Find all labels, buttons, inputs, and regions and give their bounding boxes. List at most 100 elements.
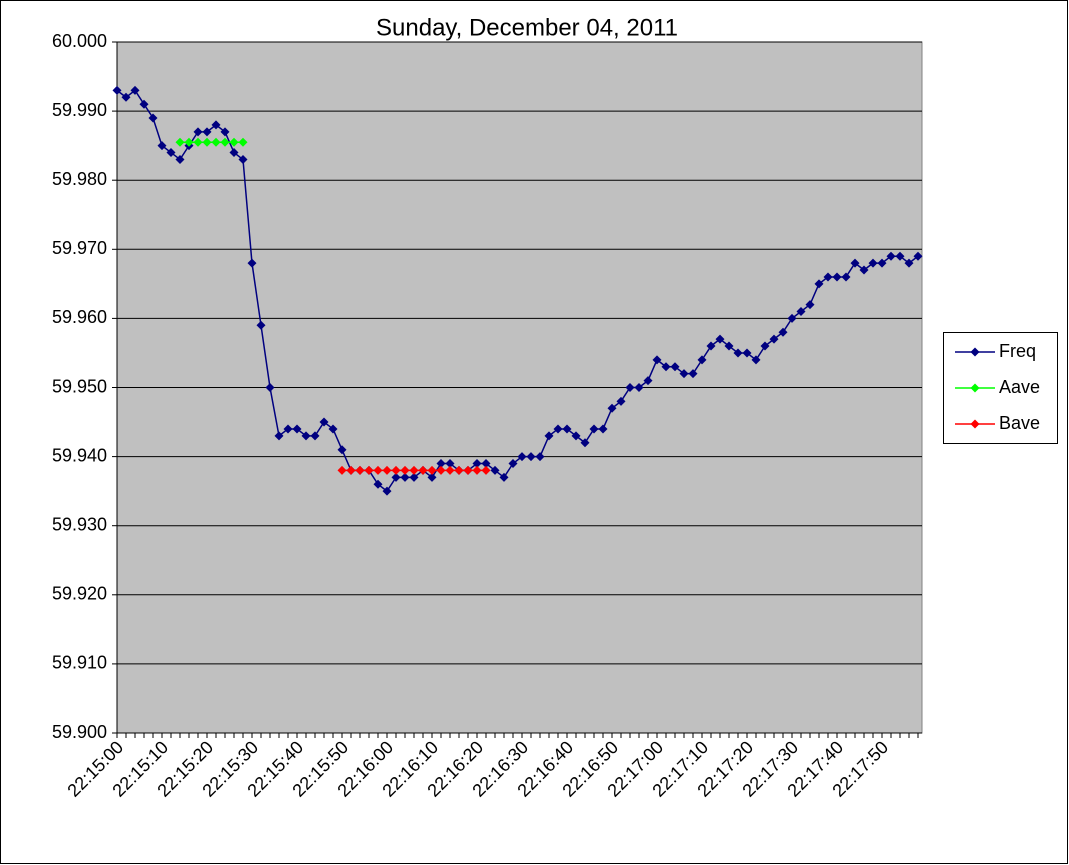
data-point	[256, 320, 266, 330]
data-point	[787, 313, 797, 323]
y-tick-label: 59.970	[52, 238, 107, 258]
data-point	[598, 424, 608, 434]
data-point	[814, 279, 824, 289]
legend-marker	[970, 383, 980, 393]
data-point	[625, 383, 635, 392]
data-point	[562, 424, 572, 434]
data-point	[652, 355, 662, 365]
legend-marker	[970, 347, 980, 357]
data-point	[400, 465, 410, 475]
data-point	[265, 383, 275, 392]
data-point	[247, 258, 257, 268]
data-point	[130, 85, 140, 95]
data-point	[724, 341, 734, 351]
data-point	[436, 465, 446, 475]
y-tick-label: 59.950	[52, 376, 107, 396]
data-point	[850, 258, 860, 268]
data-point	[688, 369, 698, 379]
data-point	[211, 137, 221, 147]
data-point	[301, 431, 311, 441]
data-point	[337, 445, 347, 455]
data-point	[202, 127, 212, 137]
data-point	[661, 362, 671, 372]
data-point	[877, 258, 887, 268]
y-tick-label: 59.980	[52, 169, 107, 189]
y-tick-label: 59.920	[52, 584, 107, 604]
data-point	[373, 465, 383, 475]
legend-marker	[970, 419, 980, 429]
data-point	[544, 431, 554, 441]
data-point	[418, 465, 428, 475]
data-point	[193, 137, 203, 147]
data-point	[679, 369, 689, 379]
data-point	[859, 265, 869, 275]
data-point	[148, 113, 158, 123]
data-point	[868, 258, 878, 268]
legend-label: Bave	[999, 413, 1040, 433]
data-point	[373, 479, 383, 489]
data-point	[607, 403, 617, 413]
data-point	[616, 396, 626, 406]
data-point	[472, 465, 482, 475]
data-point	[229, 137, 239, 147]
data-point	[499, 472, 509, 482]
data-point	[643, 376, 653, 386]
data-point	[139, 99, 149, 109]
y-tick-label: 59.990	[52, 100, 107, 120]
data-point	[526, 452, 536, 462]
data-point	[472, 459, 482, 469]
data-point	[337, 465, 347, 475]
data-point	[751, 355, 761, 365]
data-point	[409, 465, 419, 475]
data-point	[364, 465, 374, 475]
data-point	[895, 251, 905, 261]
data-point	[634, 383, 644, 392]
data-point	[436, 459, 446, 469]
data-point	[886, 251, 896, 261]
data-point	[391, 465, 401, 475]
y-tick-label: 59.940	[52, 445, 107, 465]
y-tick-label: 60.000	[52, 31, 107, 51]
data-point	[319, 417, 329, 427]
data-point	[292, 424, 302, 434]
data-point	[220, 137, 230, 147]
data-point	[697, 355, 707, 365]
data-point	[202, 137, 212, 147]
y-tick-label: 59.960	[52, 307, 107, 327]
data-point	[706, 341, 716, 351]
data-point	[796, 306, 806, 316]
data-point	[310, 431, 320, 441]
data-point	[391, 472, 401, 482]
data-point	[211, 120, 221, 130]
data-point	[427, 472, 437, 482]
data-point	[517, 452, 527, 462]
data-point	[238, 154, 248, 164]
data-point	[121, 92, 131, 102]
data-point	[823, 272, 833, 282]
data-point	[238, 137, 248, 147]
data-point	[589, 424, 599, 434]
y-tick-label: 59.930	[52, 514, 107, 534]
data-point	[220, 127, 230, 137]
data-point	[508, 459, 518, 469]
data-point	[463, 465, 473, 475]
data-point	[427, 465, 437, 475]
data-point	[913, 251, 923, 261]
data-point	[445, 465, 455, 475]
data-point	[175, 137, 185, 147]
data-point	[715, 334, 725, 344]
y-tick-label: 59.910	[52, 653, 107, 673]
data-point	[805, 300, 815, 310]
data-point	[742, 348, 752, 358]
data-point	[778, 327, 788, 337]
data-point	[553, 424, 563, 434]
data-point	[769, 334, 779, 344]
y-tick-label: 59.900	[52, 722, 107, 742]
data-point	[400, 472, 410, 482]
data-point	[274, 431, 284, 441]
data-point	[175, 154, 185, 164]
data-point	[184, 137, 194, 147]
data-point	[733, 348, 743, 358]
